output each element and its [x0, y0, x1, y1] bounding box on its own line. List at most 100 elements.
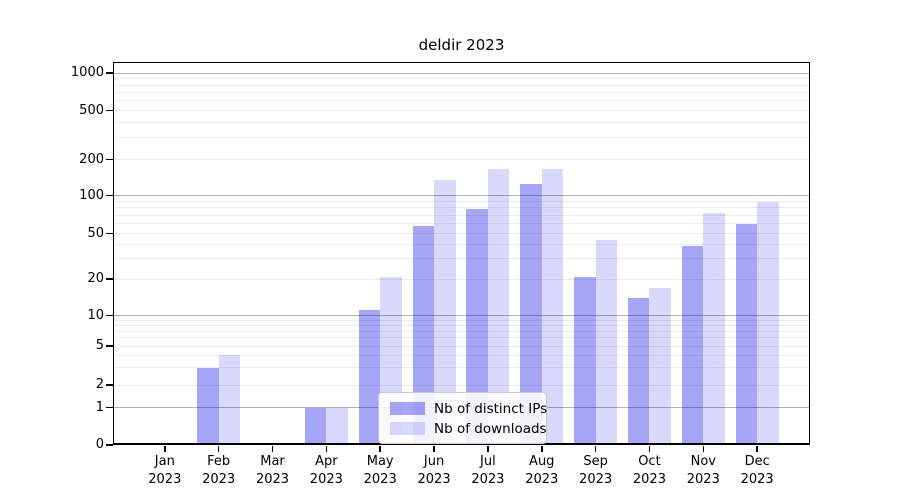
gridline-minor-8	[114, 324, 809, 326]
x-ticklabel-year: 2023	[148, 471, 182, 487]
x-ticklabel-year: 2023	[632, 471, 666, 487]
x-tick-mar	[271, 446, 274, 452]
bar-downloads-aug	[541, 168, 564, 445]
y-tick-50	[106, 232, 113, 235]
bar-distinct-ips-jun	[412, 226, 435, 445]
legend-swatch-distinct-ips-icon	[390, 402, 425, 415]
y-tick-500	[106, 109, 113, 112]
y-ticklabel-500: 500	[79, 102, 104, 118]
y-tick-0	[106, 444, 113, 446]
y-ticklabel-200: 200	[79, 151, 104, 167]
bar-downloads-sep	[595, 239, 618, 445]
x-tick-may	[379, 446, 381, 452]
x-ticklabel-month: Aug	[529, 454, 555, 469]
x-ticklabel-jul: Jul 2023	[460, 453, 516, 488]
x-ticklabel-month: Dec	[744, 454, 770, 469]
y-ticklabel-1: 1	[95, 399, 104, 415]
gridline-minor-600	[114, 100, 809, 102]
x-ticklabel-year: 2023	[255, 471, 290, 487]
x-ticklabel-year: 2023	[579, 471, 613, 487]
x-ticklabel-mar: Mar 2023	[245, 453, 301, 488]
y-tick-20	[106, 278, 113, 280]
chart-title: deldir 2023	[418, 36, 505, 54]
x-tick-jan	[164, 446, 166, 452]
gridline-minor-60	[114, 223, 809, 224]
gridline-minor-30	[114, 258, 809, 260]
x-ticklabel-year: 2023	[202, 471, 236, 487]
x-ticklabel-sep: Sep 2023	[568, 453, 624, 488]
y-ticklabel-5: 5	[95, 338, 104, 353]
legend-item-distinct-ips: Nb of distinct IPs	[390, 399, 547, 418]
y-tick-200	[106, 158, 113, 161]
y-ticklabel-100: 100	[79, 187, 104, 203]
gridline-minor-9	[114, 319, 809, 321]
gridline-minor-90	[114, 200, 809, 202]
bar-downloads-dec	[757, 201, 779, 445]
x-tick-feb	[217, 446, 220, 452]
gridline-minor-20	[114, 278, 809, 280]
x-ticklabel-year: 2023	[740, 471, 774, 487]
y-tick-10	[106, 314, 113, 317]
bar-distinct-ips-feb	[197, 367, 219, 445]
x-ticklabel-month: Jan	[154, 454, 175, 469]
x-tick-jun	[433, 446, 435, 452]
x-tick-sep	[594, 446, 597, 452]
x-ticklabel-dec: Dec 2023	[729, 453, 785, 488]
bar-distinct-ips-dec	[735, 223, 758, 445]
gridline-minor-800	[114, 84, 809, 86]
gridline-minor-2	[114, 384, 809, 386]
legend: Nb of distinct IPs Nb of downloads	[378, 392, 547, 444]
x-ticklabel-month: Jun	[423, 454, 445, 469]
x-ticklabel-jun: Jun 2023	[406, 453, 462, 488]
x-ticklabel-month: Nov	[690, 454, 716, 469]
gridline-minor-3	[114, 367, 809, 369]
gridline-major-100	[114, 195, 809, 196]
x-ticklabel-may: May 2023	[352, 453, 408, 488]
x-ticklabel-month: May	[366, 454, 394, 469]
legend-item-downloads: Nb of downloads	[390, 419, 547, 438]
x-ticklabel-month: Apr	[315, 454, 338, 469]
x-tick-nov	[702, 446, 705, 452]
y-tick-100	[106, 194, 113, 197]
x-tick-apr	[325, 446, 328, 452]
x-tick-oct	[648, 446, 651, 452]
x-ticklabel-year: 2023	[471, 471, 505, 487]
gridline-minor-80	[114, 207, 809, 209]
x-ticklabel-month: Mar	[260, 454, 285, 469]
y-ticklabel-1000: 1000	[70, 65, 104, 80]
gridline-minor-900	[114, 78, 809, 80]
bar-downloads-oct	[649, 287, 671, 445]
x-ticklabel-nov: Nov 2023	[675, 453, 731, 488]
x-ticklabel-month: Sep	[583, 454, 608, 469]
bar-distinct-ips-aug	[520, 183, 542, 445]
bar-distinct-ips-nov	[681, 245, 704, 445]
gridline-minor-500	[114, 110, 809, 111]
x-tick-aug	[541, 446, 543, 452]
legend-swatch-downloads-icon	[390, 422, 425, 435]
legend-label-distinct-ips: Nb of distinct IPs	[434, 400, 548, 417]
y-ticklabel-50: 50	[87, 225, 104, 241]
bar-distinct-ips-may	[358, 310, 381, 445]
x-ticklabel-apr: Apr 2023	[298, 453, 354, 488]
gridline-minor-70	[114, 214, 809, 216]
gridline-minor-6	[114, 337, 809, 339]
gridline-major-10	[114, 315, 809, 316]
gridline-minor-4	[114, 354, 809, 356]
x-ticklabel-aug: Aug 2023	[514, 453, 570, 488]
x-ticklabel-year: 2023	[363, 471, 397, 487]
y-tick-5	[106, 345, 113, 347]
gridline-minor-400	[114, 121, 809, 123]
bar-downloads-apr	[326, 407, 348, 445]
bar-distinct-ips-sep	[574, 276, 596, 445]
gridline-minor-200	[114, 159, 809, 160]
gridline-minor-50	[114, 233, 809, 234]
legend-label-downloads: Nb of downloads	[434, 420, 547, 437]
y-tick-1	[106, 406, 113, 409]
x-ticklabel-year: 2023	[686, 471, 720, 487]
bar-distinct-ips-oct	[627, 297, 650, 445]
x-ticklabel-month: Jul	[480, 454, 496, 469]
bar-downloads-nov	[703, 212, 725, 445]
bar-downloads-jul	[487, 169, 510, 445]
gridline-minor-700	[114, 91, 809, 93]
